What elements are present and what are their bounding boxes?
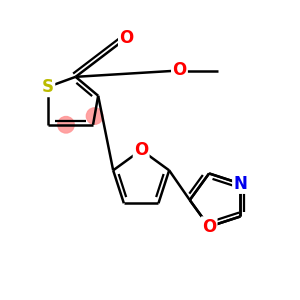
Circle shape bbox=[86, 108, 103, 124]
Text: O: O bbox=[134, 141, 148, 159]
Text: O: O bbox=[119, 29, 134, 47]
Text: O: O bbox=[202, 218, 216, 236]
Text: N: N bbox=[233, 175, 247, 193]
Text: O: O bbox=[172, 61, 187, 80]
Circle shape bbox=[58, 116, 74, 133]
Text: S: S bbox=[42, 78, 54, 96]
